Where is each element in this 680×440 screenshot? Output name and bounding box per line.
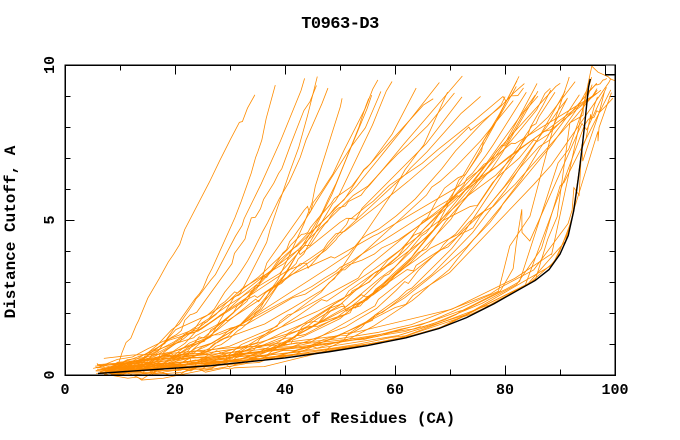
svg-text:0: 0: [60, 382, 69, 399]
svg-text:5: 5: [42, 215, 59, 224]
svg-text:20: 20: [166, 382, 184, 399]
svg-text:80: 80: [496, 382, 514, 399]
svg-text:60: 60: [386, 382, 404, 399]
svg-text:100: 100: [601, 382, 628, 399]
svg-text:10: 10: [42, 56, 59, 74]
svg-text:40: 40: [276, 382, 294, 399]
svg-text:0: 0: [42, 370, 59, 379]
